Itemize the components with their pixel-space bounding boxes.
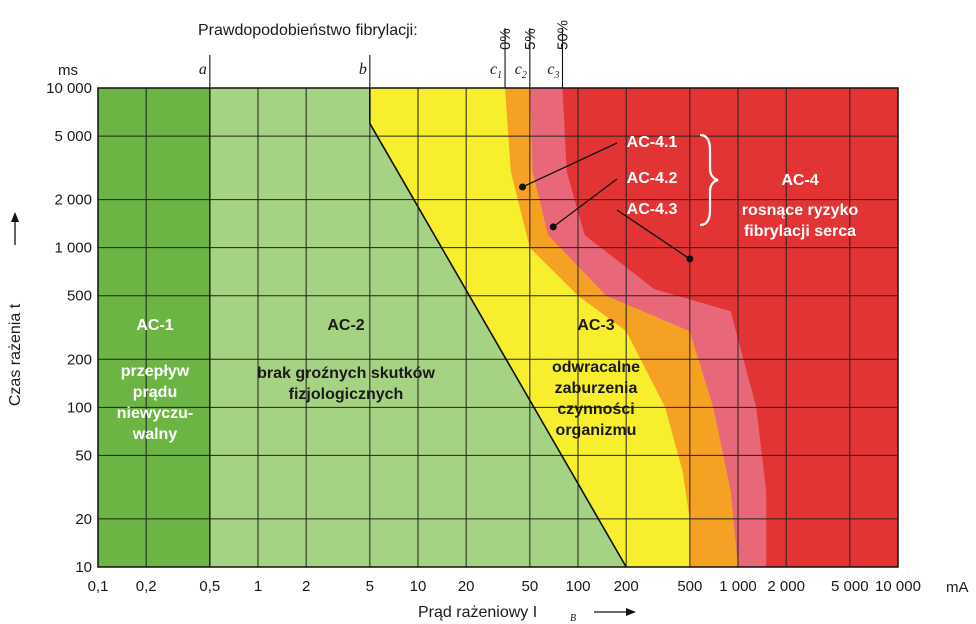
- subzone-point: [549, 223, 557, 231]
- zone-ac4-title: AC-4: [781, 172, 818, 189]
- curve-marker-label: a: [199, 61, 207, 78]
- zone-ac1-desc-line: walny: [132, 426, 178, 443]
- y-tick-label: 50: [75, 447, 92, 464]
- x-tick-label: 0,5: [199, 578, 220, 595]
- x-tick-label: 1: [254, 578, 262, 595]
- x-tick-label: 5 000: [831, 578, 869, 595]
- tick-labels: 0,1 0,2 0,5 1 2 5 10 20 50 100 200 500 1 000 2 000 5 0…: [46, 80, 921, 595]
- x-tick-label: 100: [565, 578, 590, 595]
- y-axis-title: Czas rażenia t: [7, 303, 24, 406]
- curve-marker-label: b: [359, 61, 367, 78]
- fibrillation-probability-title: Prawdopodobieństwo fibrylacji:: [198, 22, 418, 39]
- zone-ac4-desc-line: rosnące ryzyko: [742, 202, 859, 219]
- zone-ac3-desc-line: czynności: [557, 401, 634, 418]
- subzone-leader-line: [616, 209, 691, 260]
- subzone-label: AC-4.2: [627, 170, 678, 187]
- plot-frame: [97, 87, 899, 568]
- zone-ac1-desc-line: niewyczu-: [117, 405, 193, 422]
- zone-ac3-title: AC-3: [577, 317, 614, 334]
- x-unit-label: mA: [946, 579, 969, 596]
- y-tick-label: 200: [67, 351, 92, 368]
- y-tick-label: 10 000: [46, 80, 92, 97]
- zone-ac1-area: [98, 88, 210, 567]
- x-tick-label: 2: [302, 578, 310, 595]
- zone-ac3-desc-line: organizmu: [556, 422, 637, 439]
- probability-label: 5%: [522, 28, 539, 50]
- y-tick-label: 100: [67, 399, 92, 416]
- x-tick-label: 10: [410, 578, 427, 595]
- y-tick-label: 2 000: [54, 192, 92, 209]
- y-tick-label: 10: [75, 559, 92, 576]
- x-tick-label: 2 000: [767, 578, 805, 595]
- boundary-curves: [209, 88, 627, 568]
- probability-label: 0%: [497, 28, 514, 50]
- zone-labels: AC-1 przepływ prądu niewyczu-walny AC-2 brak …: [117, 133, 859, 443]
- zone-ac2-title: AC-2: [327, 317, 364, 334]
- x-tick-label: 5: [366, 578, 374, 595]
- y-tick-label: 500: [67, 288, 92, 305]
- zones-layer: [98, 88, 898, 567]
- x-tick-label: 500: [677, 578, 702, 595]
- x-axis-title-sub: B: [570, 613, 576, 624]
- curve-marker-label: c2: [515, 61, 527, 81]
- x-tick-label: 1 000: [719, 578, 757, 595]
- boundary-b-line: [368, 88, 627, 568]
- y-unit-label: ms: [58, 62, 78, 79]
- x-tick-label: 50: [521, 578, 538, 595]
- zone-ac1-desc-line: prądu: [133, 384, 177, 401]
- x-tick-label: 0,2: [136, 578, 157, 595]
- subzone-leader-line: [522, 142, 618, 188]
- zone-ac2-desc-line: fizjologicznych: [289, 386, 404, 403]
- y-axis-title-text: Czas rażenia t: [7, 303, 24, 406]
- subzone-label: AC-4.1: [627, 134, 678, 151]
- curve-marker-label: c1: [490, 61, 502, 81]
- zone-ac3-desc-line: zaburzenia: [555, 380, 638, 397]
- y-axis-arrow: [11, 212, 19, 245]
- subzone-brace: [699, 133, 719, 227]
- svg-text:Czas rażenia t: Czas rażenia t: [7, 303, 24, 406]
- x-axis-title: Prąd rażeniowy I: [418, 604, 537, 621]
- zone-ac1-desc-line: przepływ: [121, 363, 190, 380]
- subzone-label: AC-4.3: [627, 201, 678, 218]
- zone-ac2-area: [98, 88, 627, 567]
- probability-label: 50%: [554, 20, 571, 50]
- x-tick-label: 10 000: [875, 578, 921, 595]
- y-tick-label: 1 000: [54, 240, 92, 257]
- x-tick-label: 200: [614, 578, 639, 595]
- zone-ac1-title: AC-1: [136, 317, 173, 334]
- zone-ac4-desc-line: fibrylacji serca: [744, 223, 856, 240]
- y-tick-label: 5 000: [54, 128, 92, 145]
- zone-ac2-desc-line: brak groźnych skutków: [257, 365, 435, 382]
- curve-marker-label: c3: [547, 61, 559, 81]
- x-tick-label: 0,1: [88, 578, 109, 595]
- x-tick-label: 20: [458, 578, 475, 595]
- subzone-point: [519, 183, 527, 191]
- x-axis-arrow: [594, 608, 636, 616]
- subzone-point: [686, 255, 694, 263]
- y-tick-label: 20: [75, 511, 92, 528]
- zone-ac3-desc-line: odwracalne: [552, 359, 640, 376]
- subzone-leader-line: [552, 178, 618, 228]
